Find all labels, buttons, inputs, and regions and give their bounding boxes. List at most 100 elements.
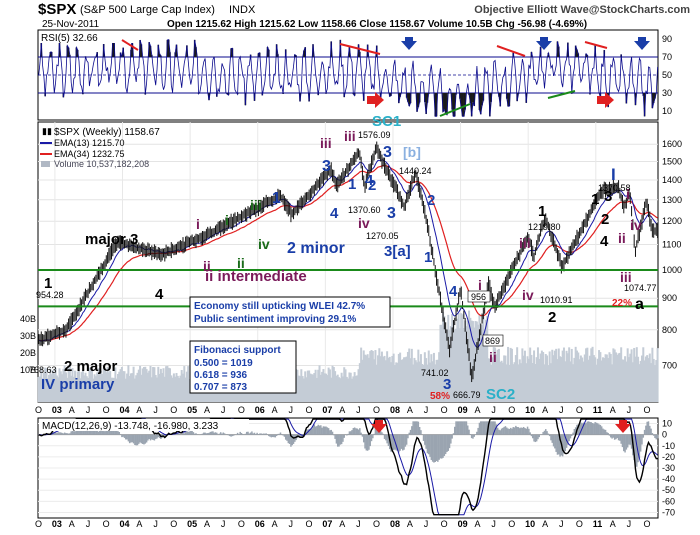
price-tick-label: 700 bbox=[662, 361, 677, 371]
volume-bar bbox=[475, 321, 478, 402]
volume-bar bbox=[387, 357, 390, 402]
wave-label: ii bbox=[618, 230, 626, 246]
volume-bar bbox=[172, 373, 175, 402]
volume-bar bbox=[429, 362, 432, 402]
volume-bar bbox=[531, 363, 534, 402]
volume-bar bbox=[439, 324, 442, 402]
rsi-divergence-3 bbox=[496, 45, 526, 57]
volume-bar bbox=[573, 357, 576, 402]
volume-bar bbox=[535, 357, 538, 402]
volume-bar bbox=[118, 371, 121, 402]
volume-bar bbox=[187, 366, 190, 402]
volume-bar bbox=[627, 357, 630, 402]
volume-bar bbox=[79, 378, 82, 402]
price-label: 1074.77 bbox=[624, 283, 657, 293]
x-tick-label: J bbox=[289, 405, 294, 415]
x-tick-label: 08 bbox=[390, 405, 400, 415]
volume-bar bbox=[542, 352, 545, 402]
x-tick-label: A bbox=[474, 519, 480, 529]
macd-axis: 100-10-20-30-40-50-60-70 bbox=[662, 419, 675, 518]
volume-bar bbox=[650, 363, 653, 402]
volume-bar bbox=[484, 319, 487, 402]
x-tick-label: O bbox=[441, 519, 448, 529]
volume-bar bbox=[449, 326, 452, 402]
volume-bar bbox=[583, 354, 586, 402]
volume-bar bbox=[448, 330, 451, 402]
volume-bar bbox=[62, 368, 65, 402]
volume-bar bbox=[371, 350, 374, 402]
volume-bar bbox=[367, 357, 370, 402]
volume-bar bbox=[77, 370, 80, 402]
wave-label: 22% bbox=[612, 298, 632, 309]
volume-bar bbox=[512, 364, 515, 402]
macd-tick-label: -40 bbox=[662, 474, 675, 484]
wave-label: 2 major bbox=[64, 358, 118, 375]
volume-bar bbox=[514, 355, 517, 402]
wave-label: ii intermediate bbox=[205, 268, 307, 285]
volume-bar bbox=[482, 314, 485, 402]
wave-label: [b] bbox=[403, 144, 421, 160]
rsi-panel: 10 30 50 70 90 RSI(5) 32.66 bbox=[37, 29, 672, 121]
volume-bar bbox=[380, 351, 383, 402]
volume-bar bbox=[588, 355, 591, 402]
volume-bar bbox=[364, 354, 367, 402]
x-tick-label: 10 bbox=[525, 405, 535, 415]
volume-bar bbox=[486, 315, 489, 402]
fibonacci-level: 0.707 = 873 bbox=[194, 382, 248, 393]
volume-bar bbox=[458, 328, 461, 402]
volume-bar bbox=[579, 355, 582, 402]
x-tick-label: 10 bbox=[525, 519, 535, 529]
x-tick-label: 09 bbox=[458, 405, 468, 415]
volume-bar bbox=[456, 318, 459, 402]
wave-label: iii bbox=[519, 235, 531, 251]
volume-bar bbox=[48, 374, 51, 402]
down-arrow-icon bbox=[536, 37, 552, 50]
volume-bar bbox=[575, 350, 578, 402]
volume-bar bbox=[63, 365, 66, 402]
volume-bar bbox=[393, 365, 396, 402]
volume-bar bbox=[421, 363, 424, 402]
volume-bar bbox=[343, 367, 346, 402]
macd-tick-label: -20 bbox=[662, 452, 675, 462]
volume-bar bbox=[176, 375, 179, 402]
volume-bar bbox=[133, 378, 136, 402]
wave-label: 4 bbox=[330, 205, 339, 222]
rsi-tick-label: 70 bbox=[662, 52, 672, 62]
volume-bar bbox=[388, 356, 391, 402]
x-tick-label: O bbox=[644, 519, 651, 529]
price-label: 869 bbox=[485, 336, 500, 346]
volume-bar bbox=[96, 372, 99, 402]
volume-bar bbox=[598, 350, 601, 402]
volume-bar bbox=[432, 352, 435, 402]
brand-watermark: Objective Elliott Wave@StockCharts.com bbox=[474, 4, 690, 16]
volume-bar bbox=[594, 357, 597, 402]
wave-label: 3 bbox=[383, 144, 392, 161]
macd-x-axis: O 03 A J O 04 A J O 05 A J O 06 A J O 07 A J O 08 A J O 09 A J O 10 A J… bbox=[35, 519, 651, 529]
volume-bar bbox=[496, 349, 499, 402]
volume-bar bbox=[587, 359, 590, 402]
price-label: 1010.91 bbox=[540, 295, 573, 305]
x-tick-label: 08 bbox=[390, 519, 400, 529]
rsi-label-bg bbox=[39, 31, 135, 43]
volume-bar bbox=[142, 367, 145, 402]
wave-label: major 3 bbox=[85, 231, 138, 248]
x-tick-label: A bbox=[204, 405, 210, 415]
volume-bar bbox=[317, 369, 320, 402]
volume-bar bbox=[637, 356, 640, 402]
volume-bar bbox=[523, 350, 526, 402]
volume-bar bbox=[75, 378, 78, 402]
volume-bar bbox=[416, 362, 419, 402]
exchange-label: INDX bbox=[229, 4, 256, 16]
wave-label: ii bbox=[489, 349, 497, 365]
volume-bar bbox=[358, 363, 361, 402]
x-tick-label: J bbox=[356, 519, 361, 529]
volume-tick-label: 10B bbox=[20, 365, 36, 375]
price-tick-label: 1100 bbox=[662, 240, 681, 250]
volume-bar bbox=[145, 369, 148, 402]
volume-bar bbox=[465, 326, 468, 402]
volume-bar bbox=[457, 312, 460, 402]
volume-bar bbox=[366, 354, 369, 402]
volume-bar bbox=[54, 368, 57, 402]
legend-spx: $SPX (Weekly) 1158.67 bbox=[54, 127, 160, 138]
